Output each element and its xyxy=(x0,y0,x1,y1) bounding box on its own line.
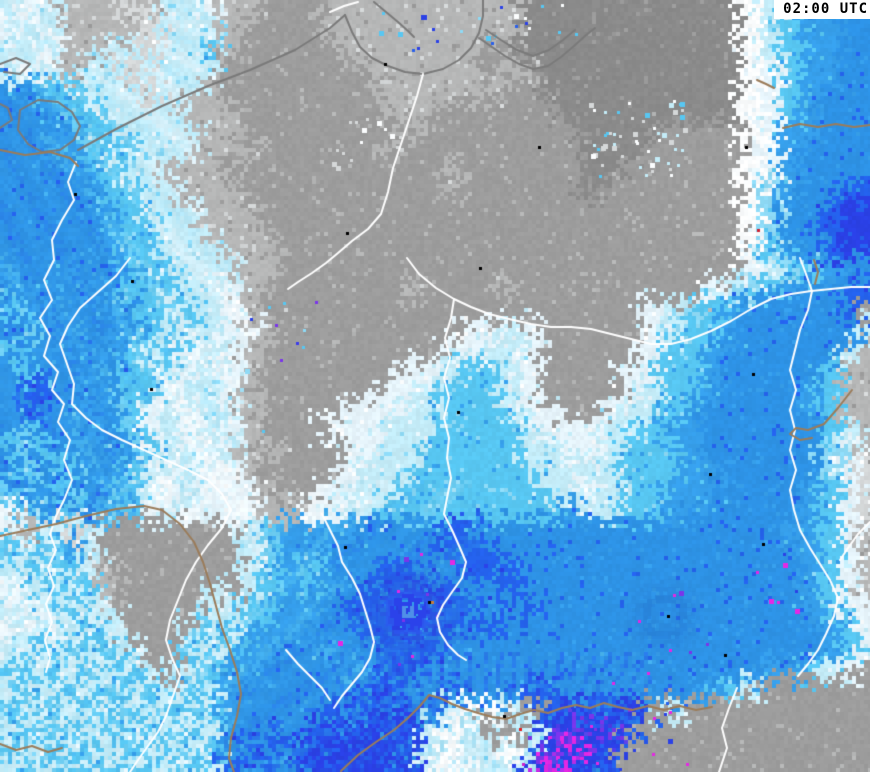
timestamp-label: 02:00 UTC xyxy=(774,0,870,19)
